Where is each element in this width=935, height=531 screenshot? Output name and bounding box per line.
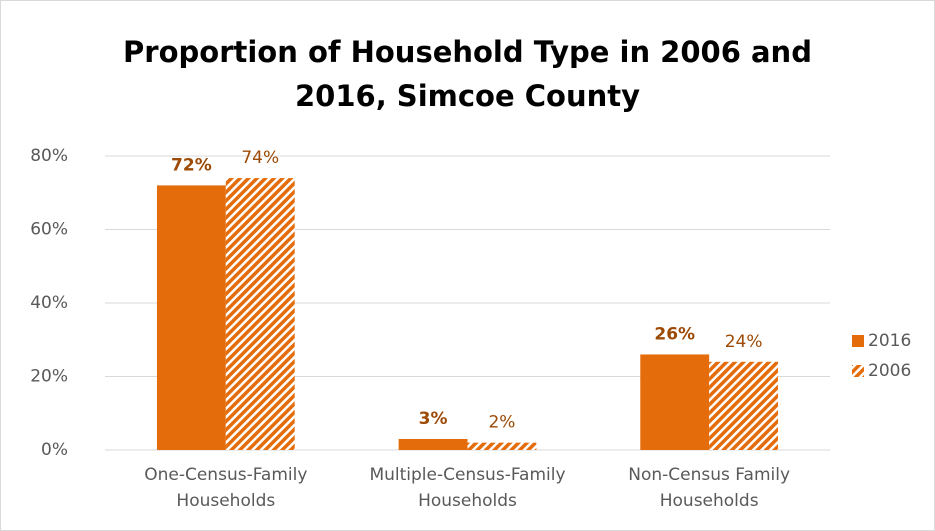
title-box: Proportion of Household Type in 2006 and… bbox=[123, 35, 812, 113]
data-label: 3% bbox=[419, 409, 448, 429]
bar bbox=[709, 361, 779, 450]
bar bbox=[640, 354, 710, 450]
x-label-box: Multiple-Census-Family Households bbox=[369, 465, 566, 511]
x-label-box: One-Census-Family Households bbox=[144, 465, 308, 511]
bar bbox=[225, 178, 295, 451]
legend-swatch bbox=[852, 335, 864, 347]
x-tick-label: One-Census-Family Households bbox=[144, 465, 308, 511]
y-tick-label: 0% bbox=[41, 440, 68, 460]
legend-label: 2006 bbox=[868, 361, 911, 381]
bar bbox=[156, 185, 226, 450]
data-label: 2% bbox=[488, 413, 515, 433]
data-label: 74% bbox=[241, 148, 279, 168]
x-label-box: Non-Census Family Households bbox=[628, 465, 791, 511]
y-tick-label: 20% bbox=[30, 367, 68, 387]
data-label: 72% bbox=[171, 155, 212, 175]
data-label: 26% bbox=[654, 324, 695, 344]
y-tick-label: 60% bbox=[30, 220, 68, 240]
y-tick-label: 40% bbox=[30, 293, 68, 313]
legend-label: 2016 bbox=[868, 331, 911, 351]
chart-title: Proportion of Household Type in 2006 and… bbox=[123, 35, 812, 113]
y-tick-label: 80% bbox=[30, 146, 68, 166]
x-tick-label: Non-Census Family Households bbox=[628, 465, 791, 511]
legend-swatch bbox=[852, 365, 864, 377]
x-tick-label: Multiple-Census-Family Households bbox=[369, 465, 566, 511]
bar bbox=[398, 438, 468, 450]
bar bbox=[467, 442, 537, 450]
data-label: 24% bbox=[725, 332, 763, 352]
